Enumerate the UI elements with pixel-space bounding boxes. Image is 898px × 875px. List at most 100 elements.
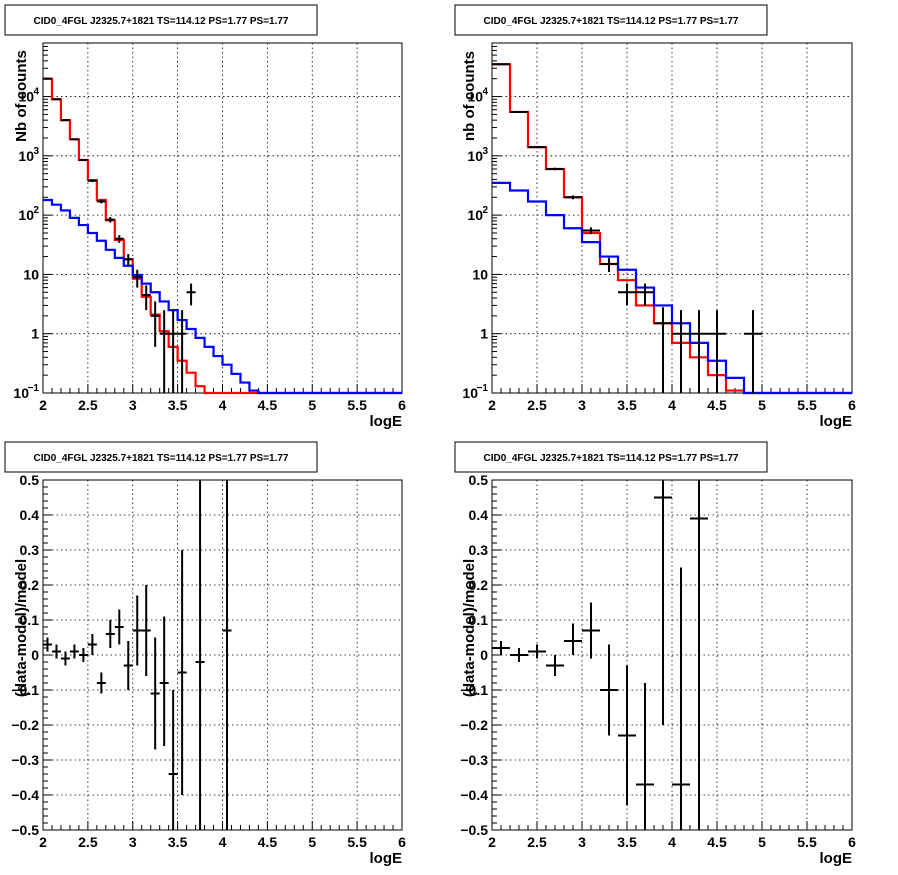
y-tick-label: 10 <box>18 89 34 105</box>
x-axis-label: logE <box>820 850 853 867</box>
data-point <box>141 285 151 311</box>
y-tick-label: 0.1 <box>20 612 40 628</box>
x-tick-label: 4 <box>219 834 227 850</box>
x-tick-label: 4 <box>219 397 227 413</box>
y-tick-label: 10 <box>13 385 29 401</box>
y-axis-label: nb of counts <box>461 51 478 141</box>
data-point <box>132 269 142 288</box>
data-point <box>636 683 654 830</box>
data-point <box>690 310 708 393</box>
data-point <box>159 616 169 746</box>
y-axis-label: (data-model)/model <box>461 559 478 697</box>
x-tick-label: 4 <box>668 834 676 850</box>
y-tick-label: −0.3 <box>11 752 39 768</box>
data-point <box>582 602 600 659</box>
y-axis-label: (data-model)/model <box>13 559 30 697</box>
data-point <box>132 595 142 666</box>
x-tick-label: 3.5 <box>617 834 637 850</box>
x-tick-label: 3 <box>129 834 137 850</box>
y-tick-label: 10 <box>23 266 39 282</box>
data-point <box>186 283 196 306</box>
y-tick-label: 10 <box>467 207 483 223</box>
y-tick-label: 10 <box>18 148 34 164</box>
data-point <box>744 310 762 393</box>
y-tick-label: −0.5 <box>460 822 488 838</box>
y-tick-label: 10 <box>18 207 34 223</box>
y-tick-label: 0.3 <box>469 542 489 558</box>
data-point <box>78 159 88 162</box>
data-point <box>87 634 97 655</box>
chart-panel-3: 2 2.5 3 3.5 4 4.5 5 5.5 6 −0.5 −0.4 −0.3 −0.2 −0.1 0 0.… <box>4 441 406 867</box>
data-point <box>43 77 52 80</box>
title-box <box>454 4 768 36</box>
data-point <box>159 310 169 393</box>
y-tick-label: 10 <box>472 266 488 282</box>
data-point <box>69 138 79 141</box>
y-tick-label: −0.4 <box>460 787 488 803</box>
data-point <box>528 644 546 659</box>
y-tick-exponent: 4 <box>482 87 488 98</box>
data-point <box>672 567 690 830</box>
y-tick-label: −0.1 <box>460 682 488 698</box>
chart-title: CID0_4FGL J2325.7+1821 TS=114.12 PS=1.77… <box>483 453 738 464</box>
y-tick-exponent: −1 <box>477 383 489 394</box>
data-point <box>168 310 178 393</box>
chart-title: CID0_4FGL J2325.7+1821 TS=114.12 PS=1.77… <box>483 16 738 27</box>
data-point <box>150 637 160 750</box>
y-tick-exponent: 2 <box>482 205 488 216</box>
x-tick-label: 4.5 <box>258 397 278 413</box>
y-tick-label: 0.3 <box>20 542 40 558</box>
data-point <box>510 648 528 662</box>
x-tick-label: 2.5 <box>78 397 98 413</box>
y-tick-label: −0.4 <box>11 787 39 803</box>
data-point <box>114 609 124 645</box>
x-tick-label: 4 <box>668 397 676 413</box>
data-point <box>123 254 133 266</box>
data-point <box>69 644 79 659</box>
data-point <box>123 641 133 690</box>
data-point <box>78 648 88 662</box>
x-tick-label: 5.5 <box>797 397 817 413</box>
data-point <box>114 235 124 243</box>
data-point <box>492 63 510 66</box>
y-tick-label: 0.4 <box>469 507 489 523</box>
y-tick-label: 0.5 <box>469 472 489 488</box>
data-point <box>618 665 636 806</box>
data-point <box>600 257 618 272</box>
data-point <box>564 623 582 655</box>
y-tick-label: 0.1 <box>469 612 489 628</box>
chart-title: CID0_4FGL J2325.7+1821 TS=114.12 PS=1.77… <box>33 453 288 464</box>
data-point <box>672 310 690 393</box>
chart-panel-4: 2 2.5 3 3.5 4 4.5 5 5.5 6 −0.5 −0.4 −0.3 −0.2 −0.1 0 0.… <box>454 441 856 867</box>
x-tick-label: 5.5 <box>797 834 817 850</box>
data-point <box>43 637 52 652</box>
y-tick-label: 10 <box>467 148 483 164</box>
data-point <box>177 310 187 393</box>
data-point <box>564 195 582 200</box>
x-tick-label: 5 <box>758 834 766 850</box>
data-point <box>510 110 528 113</box>
y-tick-label: 0.4 <box>20 507 40 523</box>
y-tick-label: 1 <box>480 326 488 342</box>
y-tick-exponent: −1 <box>28 383 40 394</box>
x-tick-label: 5.5 <box>347 397 367 413</box>
y-tick-label: 10 <box>467 89 483 105</box>
x-tick-label: 3.5 <box>168 834 188 850</box>
data-point <box>636 283 654 306</box>
data-point <box>51 644 61 659</box>
x-tick-label: 6 <box>398 834 406 850</box>
x-tick-label: 3.5 <box>617 397 637 413</box>
y-tick-label: 10 <box>462 385 478 401</box>
y-axis-label: Nb of counts <box>13 50 30 142</box>
data-point <box>492 641 510 655</box>
x-tick-label: 2 <box>39 397 47 413</box>
y-tick-label: 0.5 <box>20 472 40 488</box>
data-point <box>150 301 160 347</box>
x-tick-label: 6 <box>848 397 856 413</box>
data-point <box>690 480 708 830</box>
title-box <box>454 441 768 473</box>
data-point <box>546 167 564 171</box>
